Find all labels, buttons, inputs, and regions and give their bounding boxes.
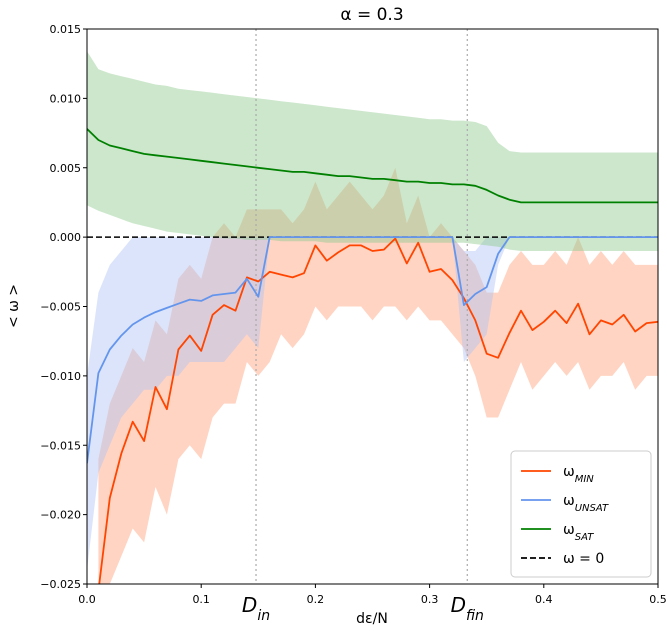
- x-tick-label: 0.2: [307, 593, 325, 606]
- y-tick-label: −0.020: [40, 509, 81, 522]
- y-tick-label: −0.010: [40, 370, 81, 383]
- x-tick-label: 0.0: [78, 593, 96, 606]
- series-line-sat: [87, 128, 658, 204]
- x-tick-label: 0.5: [649, 593, 667, 606]
- y-tick-label: 0.000: [50, 231, 82, 244]
- marker-label-in: Din: [242, 593, 270, 624]
- series-line-unsat: [87, 236, 658, 464]
- y-tick-label: −0.025: [40, 578, 81, 591]
- x-tick-label: 0.4: [535, 593, 553, 606]
- y-axis-label: < ω >: [6, 284, 22, 328]
- y-tick-label: 0.010: [50, 92, 82, 105]
- series-lines: [87, 128, 658, 584]
- y-tick-label: −0.005: [40, 301, 81, 314]
- band-sat: [87, 51, 658, 252]
- x-tick-label: 0.3: [421, 593, 439, 606]
- x-tick-label: 0.1: [192, 593, 210, 606]
- legend-frame: [510, 450, 652, 578]
- marker-label-fin: Dfin: [451, 593, 484, 624]
- band-min: [98, 167, 658, 584]
- y-axis-ticks: −0.025 −0.020 −0.015 −0.010 −0.005 0.000 0.005…: [40, 23, 87, 591]
- chart-title: α = 0.3: [340, 5, 403, 25]
- y-tick-label: −0.015: [40, 439, 81, 452]
- x-axis-label: dε/N: [356, 611, 388, 627]
- y-tick-label: 0.005: [50, 162, 82, 175]
- band-unsat: [87, 237, 658, 571]
- series-line-min: [98, 237, 658, 584]
- y-tick-label: 0.015: [50, 23, 82, 36]
- legend-label: ω = 0: [563, 551, 604, 567]
- x-axis-ticks: 0.0 0.1 0.2 0.3 0.4 0.5: [78, 584, 667, 606]
